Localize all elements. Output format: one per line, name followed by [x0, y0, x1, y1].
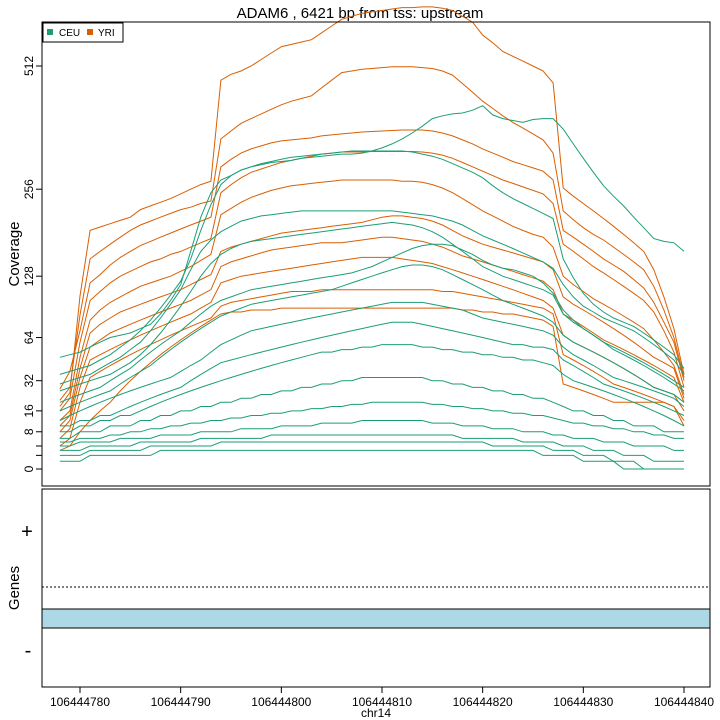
series-line-yri-6: [59, 215, 685, 427]
x-axis-title: chr14: [361, 706, 391, 720]
y-tick-label: 32: [22, 374, 36, 388]
x-tick-label: 106444810: [352, 695, 412, 709]
genes-panel-frame: [41, 488, 711, 688]
legend-swatch-yri: [87, 29, 93, 35]
y-tick-label: 0: [22, 465, 36, 472]
coverage-panel: 0 8 16 32 64 128 256 512 Coverage CEU YRI: [6, 6, 711, 487]
legend-label-yri: YRI: [98, 28, 115, 39]
series-line-yri-5: [59, 179, 685, 421]
y-axis: 0 8 16 32 64 128 256 512: [22, 56, 42, 472]
coverage-panel-frame: [41, 21, 711, 487]
series-line-yri-7: [59, 236, 685, 433]
series-line-ceu-18: [59, 321, 685, 427]
genes-panel: + - Genes 106444780 106444790 106444800 106…: [6, 488, 714, 720]
minus-strand-label: -: [25, 640, 32, 662]
series-line-yri-1: [59, 6, 685, 407]
y-tick-label: 256: [22, 179, 36, 199]
x-tick-label: 106444790: [151, 695, 211, 709]
genes-axis-title: Genes: [6, 566, 23, 610]
legend-box: [42, 22, 124, 43]
series-line-ceu-15: [59, 243, 685, 403]
series-lines: [59, 6, 685, 470]
x-tick-label: 106444840: [654, 695, 714, 709]
series-line-ceu-22: [59, 420, 684, 451]
x-tick-label: 106444820: [453, 695, 513, 709]
gene-feature-box: [41, 608, 711, 629]
y-tick-label: 64: [22, 331, 36, 345]
series-line-ceu-17: [59, 301, 685, 421]
series-line-ceu-24: [59, 441, 684, 470]
series-line-yri-2: [59, 66, 685, 401]
series-line-ceu-14: [59, 221, 685, 392]
series-line-ceu-12: [59, 150, 685, 375]
y-tick-label: 16: [22, 404, 36, 418]
plus-strand-label: +: [21, 521, 33, 543]
legend-swatch-ceu: [47, 29, 53, 35]
series-line-ceu-23: [59, 434, 684, 462]
x-tick-label: 106444830: [553, 695, 613, 709]
series-line-yri-3: [59, 129, 685, 390]
series-line-ceu-19: [59, 344, 685, 433]
series-line-ceu-20: [59, 377, 684, 439]
series-line-ceu-16: [59, 264, 685, 412]
y-tick-label: 128: [22, 266, 36, 286]
x-tick-label: 106444800: [251, 695, 311, 709]
series-line-yri-9: [59, 289, 685, 447]
y-tick-label: 8: [22, 428, 36, 435]
series-line-ceu-21: [59, 401, 684, 443]
y-axis-title: Coverage: [6, 221, 23, 286]
series-line-yri-10: [59, 307, 685, 451]
legend-label-ceu: CEU: [59, 28, 80, 39]
series-line-ceu-13: [59, 210, 685, 385]
legend: CEU YRI: [42, 22, 124, 43]
series-line-ceu-25: [59, 449, 684, 470]
y-tick-label: 512: [22, 56, 36, 76]
x-axis: 106444780 106444790 106444800 106444810 1064…: [50, 687, 714, 709]
x-tick-label: 106444780: [50, 695, 110, 709]
